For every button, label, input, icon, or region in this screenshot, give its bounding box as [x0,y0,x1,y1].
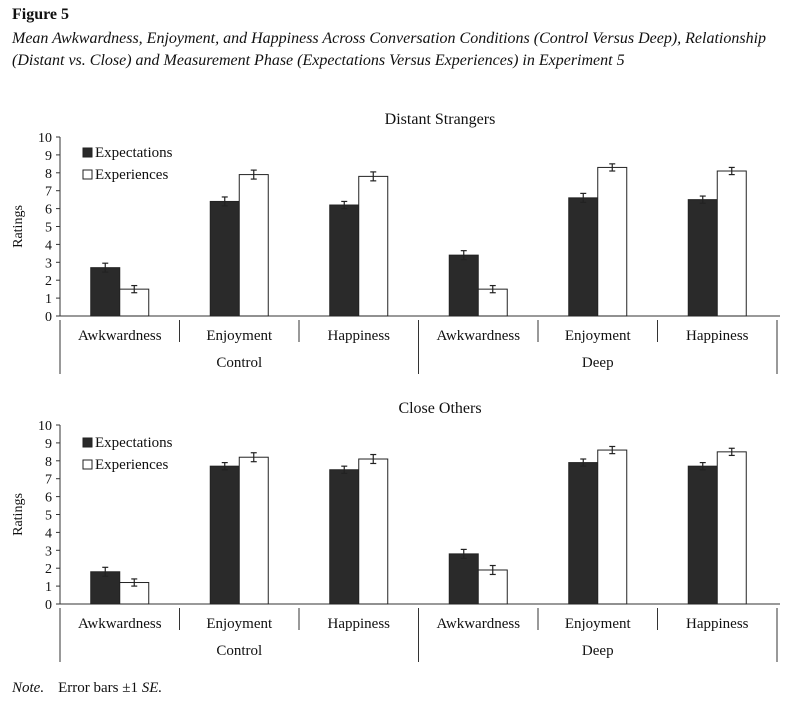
y-tick-label: 2 [45,274,52,289]
bar-expectations-enjoyment [209,465,240,605]
category-label: Enjoyment [206,616,273,632]
y-tick-label: 0 [45,310,52,325]
y-tick-label: 10 [38,131,52,146]
bar-expectations-awkwardness [448,254,479,317]
category-label: Happiness [686,328,749,344]
y-tick-label: 6 [45,203,52,218]
legend-label: Experiences [95,167,168,183]
y-tick-label: 10 [38,419,52,434]
figure-caption: Mean Awkwardness, Enjoyment, and Happine… [12,30,767,69]
bar-expectations-awkwardness [448,553,479,605]
bar-expectations-enjoyment [568,462,599,605]
bar-expectations-enjoyment [209,200,240,317]
category-label: Happiness [686,616,749,632]
group-label: Control [216,643,262,659]
figure-note: Note. Error bars ±1 SE. [12,680,162,697]
legend-swatch [82,147,93,158]
bar-experiences-awkwardness [477,288,508,317]
bar-expectations-happiness [329,204,360,317]
note-text: Error bars ±1 [58,680,138,696]
category-label: Happiness [328,616,391,632]
category-label: Happiness [328,328,391,344]
bar-experiences-happiness [716,451,747,605]
bar-experiences-enjoyment [597,166,628,317]
bar-expectations-awkwardness [90,267,121,317]
category-label: Awkwardness [78,328,162,344]
bar-expectations-happiness [687,199,718,317]
y-tick-label: 7 [45,185,52,200]
legend-swatch [82,437,93,448]
y-tick-label: 2 [45,562,52,577]
y-tick-label: 9 [45,149,52,164]
y-tick-label: 5 [45,509,52,524]
category-label: Awkwardness [436,328,520,344]
y-tick-label: 4 [45,526,52,541]
y-tick-label: 7 [45,473,52,488]
y-tick-label: 3 [45,256,52,271]
bar-expectations-happiness [687,465,718,605]
chart-panel-1: Close Others Ratings 0 1 2 3 4 5 6 7 8 9 10 Awkwardne… [11,400,780,662]
bar-experiences-enjoyment [238,456,269,605]
y-axis-label: Ratings [11,205,26,248]
y-tick-label: 4 [45,238,52,253]
group-label: Control [216,355,262,371]
category-label: Enjoyment [565,328,632,344]
y-tick-label: 6 [45,491,52,506]
note-prefix: Note. [12,680,45,696]
note-se: SE. [141,680,163,696]
category-label: Awkwardness [436,616,520,632]
bar-expectations-happiness [329,469,360,605]
category-label: Enjoyment [565,616,632,632]
y-axis-label: Ratings [11,493,26,536]
bar-experiences-happiness [358,458,389,605]
category-label: Enjoyment [206,328,273,344]
legend-label: Expectations [95,145,173,161]
bar-experiences-awkwardness [119,288,150,317]
legend-label: Experiences [95,457,168,473]
bar-experiences-happiness [358,175,389,317]
y-tick-label: 8 [45,455,52,470]
figure-charts: Distant StrangersRatings012345678910Awkw… [11,111,780,662]
legend-label: Expectations [95,435,173,451]
y-tick-label: 9 [45,437,52,452]
group-label: Deep [582,355,614,371]
y-tick-label: 5 [45,221,52,236]
y-tick-label: 0 [45,598,52,613]
y-tick-label: 1 [45,580,52,595]
chart-panel-0: Distant Strangers Ratings 0 1 2 3 4 5 6 7 8 9 10 Awkw… [11,111,780,374]
group-label: Deep [582,643,614,659]
y-tick-label: 1 [45,292,52,307]
bar-experiences-enjoyment [597,449,628,605]
category-label: Awkwardness [78,616,162,632]
y-tick-label: 8 [45,167,52,182]
chart-title: Distant Strangers [385,111,496,128]
bar-experiences-awkwardness [477,569,508,605]
bar-experiences-enjoyment [238,174,269,317]
bar-expectations-enjoyment [568,197,599,317]
y-tick-label: 3 [45,544,52,559]
bar-experiences-happiness [716,170,747,317]
figure-label: Figure 5 [12,6,70,23]
legend-swatch [82,169,93,180]
legend-swatch [82,459,93,470]
chart-title: Close Others [398,400,481,417]
